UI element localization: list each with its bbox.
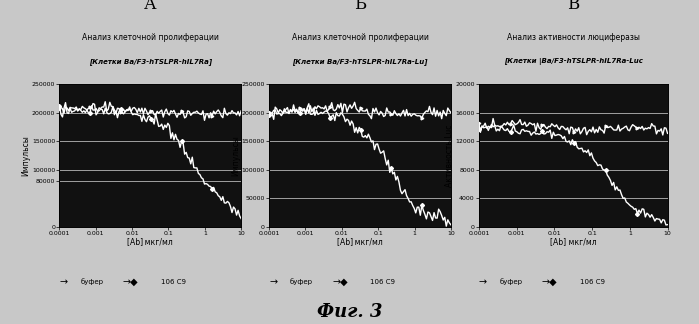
Text: 106 C9: 106 C9 [580,279,605,285]
Text: →: → [479,277,487,287]
Text: 106 C9: 106 C9 [161,279,186,285]
Text: буфер: буфер [290,278,313,285]
Text: [Клетки |Ba/F3-hTSLPR-hIL7Ra-Luc: [Клетки |Ba/F3-hTSLPR-hIL7Ra-Luc [504,58,642,65]
Text: Анализ клеточной пролиферации: Анализ клеточной пролиферации [82,33,219,42]
Text: [Клетки Ba/F3-hTSLPR-hIL7Ra]: [Клетки Ba/F3-hTSLPR-hIL7Ra] [89,58,212,65]
Text: →: → [59,277,68,287]
X-axis label: [Ab] мкг/мл: [Ab] мкг/мл [337,237,383,246]
Text: →◆: →◆ [542,277,557,287]
Text: Фиг. 3: Фиг. 3 [317,303,382,321]
Text: [Клетки Ba/F3-hTSLPR-hIL7Ra-Lu]: [Клетки Ba/F3-hTSLPR-hIL7Ra-Lu] [292,58,428,65]
X-axis label: [Ab] мкг/мл: [Ab] мкг/мл [550,237,596,246]
Text: →: → [269,277,278,287]
Y-axis label: Импульсы: Импульсы [22,135,31,176]
Text: 106 C9: 106 C9 [370,279,396,285]
Text: Анализ клеточной пролиферации: Анализ клеточной пролиферации [291,33,428,42]
Text: →◆: →◆ [122,277,138,287]
Text: Анализ активности люциферазы: Анализ активности люциферазы [507,33,640,42]
Text: Б: Б [354,0,366,13]
X-axis label: [Ab] мкг/мл: [Ab] мкг/мл [127,237,173,246]
Text: В: В [567,0,579,13]
Y-axis label: Активность Luc: Активность Luc [445,124,454,187]
Y-axis label: Импульсы: Импульсы [231,135,240,176]
Text: А: А [144,0,157,13]
Text: →◆: →◆ [332,277,347,287]
Text: буфер: буфер [80,278,103,285]
Text: буфер: буфер [500,278,523,285]
